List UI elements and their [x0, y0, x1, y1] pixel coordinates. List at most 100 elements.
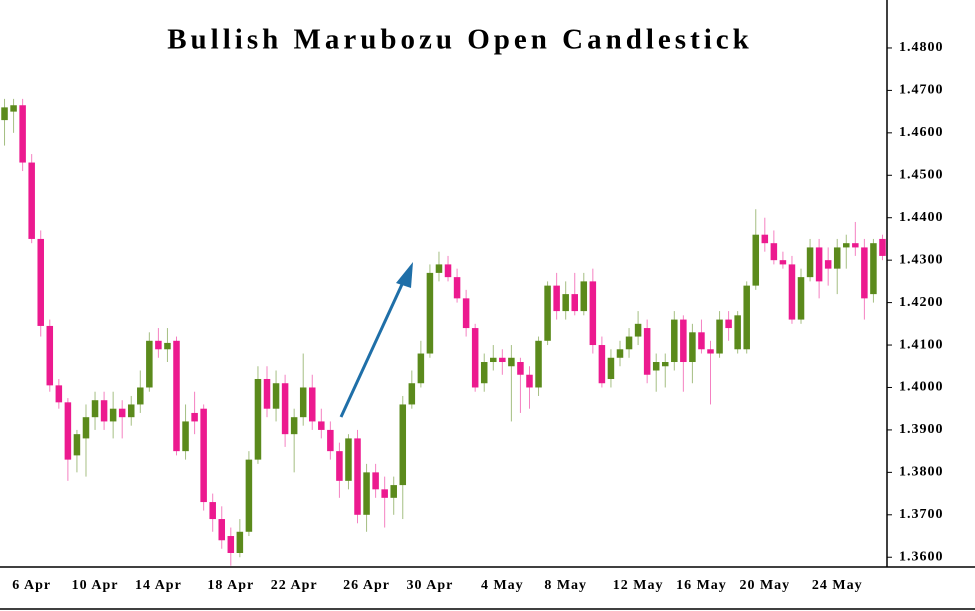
candle-body — [517, 362, 524, 375]
y-tick-label: 1.4500 — [899, 167, 944, 182]
x-tick-label: 6 Apr — [12, 578, 51, 593]
candle-body — [743, 285, 750, 350]
candle-body — [227, 536, 235, 553]
candle-body — [164, 342, 171, 350]
arrow-shaft — [339, 279, 406, 418]
candle-body — [254, 378, 262, 460]
x-tick-label: 26 Apr — [343, 578, 390, 593]
candle-body — [508, 357, 515, 367]
candle-body — [643, 328, 651, 375]
candle-body — [779, 260, 787, 265]
candle-body — [299, 387, 307, 418]
candle-body — [381, 489, 388, 498]
candle-body — [209, 502, 216, 520]
candle-body — [562, 294, 569, 312]
candle-body — [761, 234, 769, 244]
candle-body — [109, 408, 117, 422]
y-tick-label: 1.4000 — [899, 380, 944, 395]
candle-body — [680, 319, 687, 363]
candle-body — [716, 319, 723, 354]
candle-body — [290, 417, 298, 435]
candle-body — [354, 438, 361, 515]
candle-body — [82, 417, 90, 439]
candle-body — [245, 459, 253, 532]
candle-body — [417, 353, 425, 384]
candle-body — [372, 472, 379, 490]
candle-body — [535, 340, 542, 388]
candle-body — [1, 107, 8, 121]
candle-body — [616, 349, 624, 358]
candle-body — [444, 264, 452, 278]
y-tick-label: 1.3700 — [899, 507, 944, 522]
candle-body — [118, 408, 126, 418]
y-tick-label: 1.4200 — [899, 295, 944, 310]
candle-body — [689, 332, 696, 363]
y-tick-label: 1.4100 — [899, 337, 944, 352]
candle-body — [634, 323, 642, 337]
candle-body — [73, 434, 81, 456]
candle-body — [490, 357, 497, 363]
y-tick-label: 1.4400 — [899, 210, 944, 225]
candle-body — [797, 277, 805, 320]
candle-body — [707, 349, 714, 354]
candle-body — [363, 472, 370, 515]
candle-body — [852, 243, 859, 248]
candle-body — [462, 298, 470, 329]
x-tick-label: 8 May — [544, 578, 587, 593]
y-tick-label: 1.4800 — [899, 40, 944, 55]
candle-body — [399, 404, 407, 486]
candle-body — [19, 105, 26, 163]
candle-body — [127, 404, 135, 418]
candle-body — [671, 319, 678, 363]
candle-body — [155, 340, 162, 350]
candle-body — [390, 485, 397, 498]
candle-body — [879, 238, 886, 256]
candle-body — [806, 247, 814, 278]
annotation-arrow — [339, 262, 413, 418]
x-tick-label: 12 May — [613, 578, 664, 593]
candle-body — [861, 247, 868, 299]
x-tick-label: 20 May — [739, 578, 790, 593]
candle-body — [589, 281, 597, 346]
candle-body — [870, 243, 877, 295]
candle-body — [580, 281, 588, 312]
candle-body — [336, 451, 343, 481]
candle-body — [598, 345, 606, 384]
candle-body — [37, 238, 44, 326]
candle-body — [182, 421, 189, 452]
candle-body — [55, 385, 63, 403]
y-tick-label: 1.4700 — [899, 83, 944, 98]
candle-body — [435, 264, 443, 273]
candle-body — [28, 162, 35, 239]
x-tick-label: 18 Apr — [207, 578, 254, 593]
candle-body — [553, 285, 560, 312]
x-tick-label: 4 May — [481, 578, 524, 593]
candle-body — [64, 402, 72, 460]
candle-body — [788, 264, 796, 320]
candle-body — [725, 319, 732, 329]
candle-body — [91, 400, 99, 418]
candle-body — [824, 260, 832, 269]
chart-title: Bullish Marubozu Open Candlestick — [167, 24, 753, 56]
candle-body — [345, 438, 352, 481]
candle-body — [272, 383, 280, 409]
candle-body — [815, 247, 823, 282]
candle-body — [499, 357, 506, 363]
x-tick-label: 24 May — [812, 578, 863, 593]
candle-body — [526, 374, 533, 388]
arrow-head — [396, 262, 413, 288]
candle-body — [327, 429, 334, 452]
candle-body — [625, 336, 633, 350]
candle-body — [137, 387, 144, 405]
candle-body — [698, 332, 705, 350]
candle-body — [480, 362, 488, 384]
candle-body — [752, 234, 760, 286]
x-tick-label: 10 Apr — [72, 578, 119, 593]
candle-body — [571, 294, 578, 312]
candles — [1, 98, 886, 566]
candle-body — [607, 357, 615, 379]
y-tick-label: 1.4300 — [899, 252, 944, 267]
